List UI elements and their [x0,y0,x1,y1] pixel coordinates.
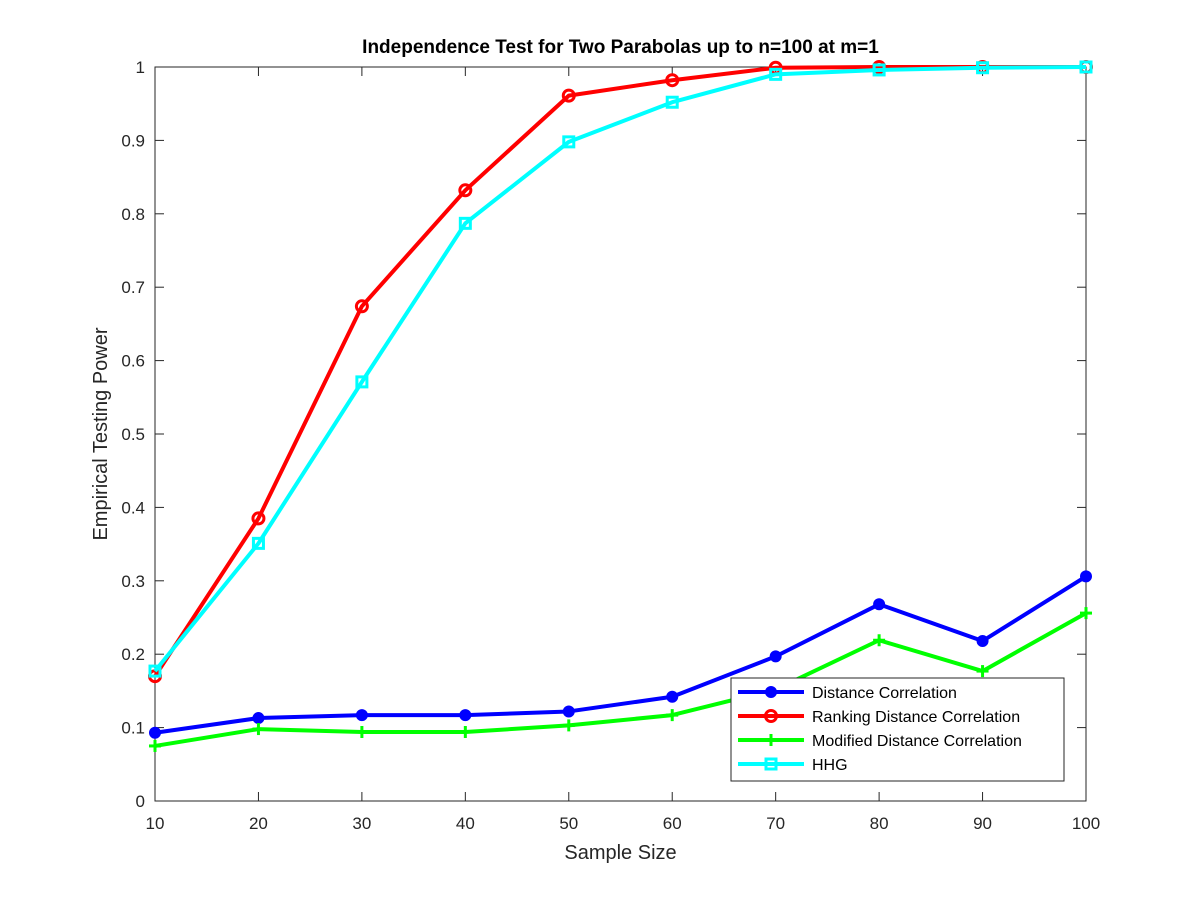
data-point [976,665,989,678]
x-tick-label: 60 [663,814,682,833]
legend-label: Modified Distance Correlation [812,733,1022,750]
legend-item: Modified Distance Correlation [738,733,1022,750]
data-point [976,634,989,647]
data-point [149,726,161,739]
data-point [666,690,679,703]
legend-marker [764,757,778,771]
data-point [561,88,576,103]
y-tick-label: 1 [136,58,145,77]
x-tick-label: 40 [456,814,475,833]
series-3 [148,60,1093,678]
data-point [251,511,266,526]
chart-title: Independence Test for Two Parabolas up t… [362,37,879,58]
data-point [873,634,886,647]
data-point [562,705,575,718]
legend: Distance Correlation Ranking Distance Cor… [730,677,1065,782]
legend-item: Ranking Distance Correlation [738,709,1020,726]
data-point [148,664,162,678]
x-tick-label: 70 [766,814,785,833]
data-point [1079,60,1093,74]
x-axis-label: Sample Size [564,842,676,864]
data-point [252,712,265,725]
data-point [665,73,680,88]
y-tick-label: 0.1 [121,719,145,738]
series-layer [148,60,1093,752]
data-point [355,375,369,389]
y-tick-label: 0.5 [121,425,145,444]
data-point [252,723,265,736]
legend-item: Distance Correlation [738,685,957,702]
y-tick-label: 0.9 [121,131,145,150]
data-point [1080,607,1092,620]
axes-layer: 10 20 30 40 50 60 70 80 90 100 0 0.1 0.2 0.3 0.4 0.5 0.6… [121,58,1100,833]
x-tick-label: 10 [146,814,165,833]
data-point [458,183,473,198]
series-line [153,65,1087,673]
y-tick-label: 0.6 [121,352,145,371]
legend-label: Distance Correlation [812,685,957,702]
y-tick-label: 0.2 [121,645,145,664]
series-line [154,611,1087,748]
data-point [459,726,472,739]
series-line [154,574,1088,735]
x-tick-label: 90 [973,814,992,833]
legend-label: HHG [812,757,848,774]
data-point [1080,570,1092,583]
y-tick-label: 0 [136,792,145,811]
data-point [355,726,368,739]
data-point [872,63,886,77]
data-point [354,299,369,314]
legend-marker [764,709,778,723]
x-tick-label: 30 [352,814,371,833]
y-axis-label: Empirical Testing Power [90,327,112,540]
data-point [769,67,783,81]
data-point [769,650,782,663]
data-point [665,95,679,109]
legend-marker [765,686,777,698]
x-tick-label: 20 [249,814,268,833]
data-point [562,719,575,732]
x-tick-label: 50 [559,814,578,833]
data-point [458,216,472,230]
series-0 [149,570,1092,739]
data-point [459,709,472,722]
y-tick-label: 0.8 [121,205,145,224]
legend-marker [765,734,777,746]
y-tick-label: 0.7 [121,278,145,297]
legend-item: HHG [738,757,848,774]
data-point [149,739,161,752]
data-point [976,61,990,75]
x-tick-label: 80 [870,814,889,833]
y-tick-label: 0.3 [121,572,145,591]
x-tick-label: 100 [1072,814,1100,833]
y-tick-label: 0.4 [121,498,145,517]
data-point [562,135,576,149]
data-point [873,598,886,611]
data-point [666,709,679,722]
data-point [355,709,368,722]
data-point [251,536,265,550]
legend-label: Ranking Distance Correlation [812,709,1020,726]
